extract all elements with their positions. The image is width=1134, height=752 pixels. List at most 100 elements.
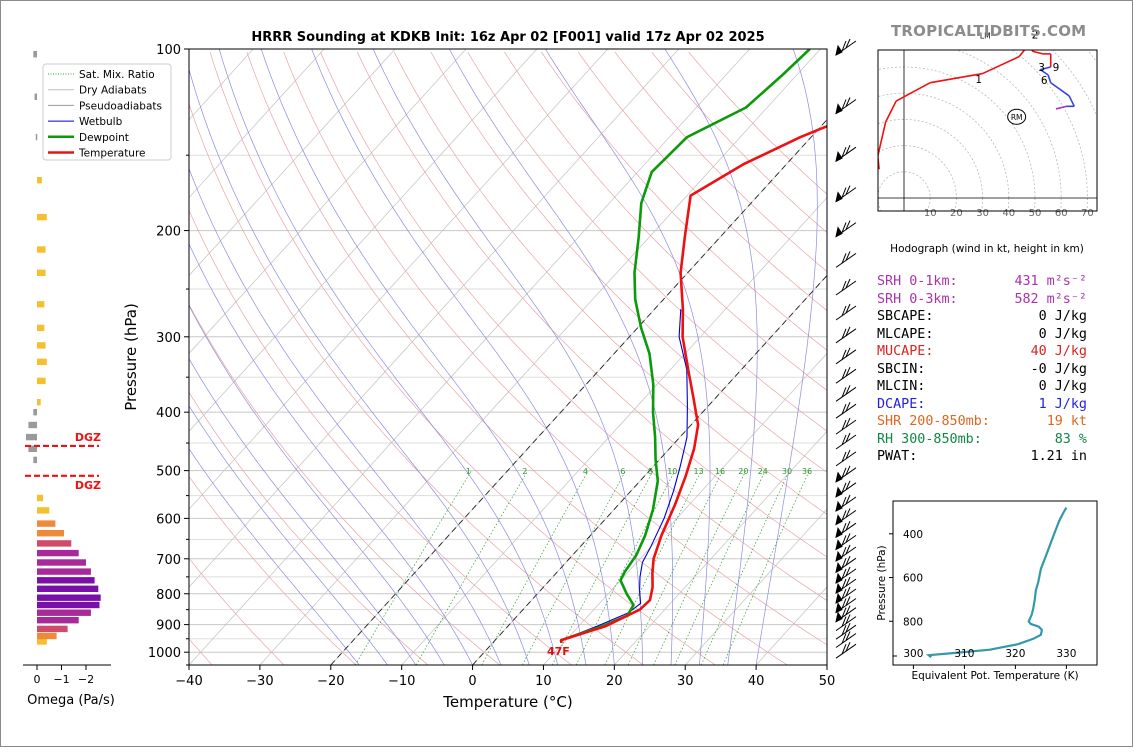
parameter-label: SHR 200-850mb: [877,413,990,431]
omega-bar [37,586,98,592]
theta-y-tick-label: 600 [903,573,923,585]
theta-y-axis-label: Pressure (hPa) [876,545,888,620]
storm-motion-label: RM [1011,113,1023,122]
chart-title: HRRR Sounding at KDKB Init: 16z Apr 02 [… [251,30,764,45]
wind-barb [836,508,856,524]
omega-bar [37,610,91,616]
parameter-label: SRH 0-3km: [877,291,958,309]
wind-barb [836,98,856,114]
mixing-ratio-line [416,471,527,665]
parameter-row: RH 300-850mb:83 % [877,431,1097,449]
parameter-label: RH 300-850mb: [877,431,982,449]
omega-bar [37,577,95,583]
legend-label: Dry Adiabats [79,85,147,97]
omega-x-axis-label: Omega (Pa/s) [27,693,115,708]
surface-temp-annotation: 47F [547,645,570,658]
parameter-row: SRH 0-3km:582 m²s⁻² [877,291,1097,309]
hodo-height-label: 1 [975,74,982,86]
mixing-ratio-label: 16 [715,467,725,476]
omega-bar [28,422,37,428]
isotherm-gridline [1,49,41,665]
mixing-ratio-label: 13 [694,467,704,476]
hodo-trace-segment [1056,106,1066,109]
hodo-ring-label: 50 [1029,208,1042,219]
hodo-caption: Hodograph (wind in kt, height in km) [890,243,1084,255]
wind-barb [836,327,856,343]
x-tick-label: 30 [677,674,694,689]
omega-bar [37,177,42,183]
theta-frame [893,501,1097,665]
legend-label: Wetbulb [79,116,123,128]
dry-adiabat-line [173,52,643,665]
parameter-label: SRH 0-1km: [877,273,958,291]
mixing-ratio-line [654,471,746,665]
barb-pennant [836,515,842,524]
mixing-ratio-label: 4 [583,467,588,476]
hodo-trace-segment [1051,83,1069,96]
mixing-ratio-line [675,471,765,665]
omega-bar [37,342,46,348]
wetbulb-profile [561,309,687,643]
moist-adiabat-line [184,49,530,665]
wind-barb [836,221,856,237]
x-tick-label: −40 [175,674,202,689]
omega-bar [37,378,46,384]
y-tick-label: 500 [156,465,181,480]
moist-adiabat-line [261,49,586,665]
mixing-ratio-label: 10 [667,467,677,476]
wind-barb [836,385,856,401]
mixing-ratio-label: 24 [758,467,768,476]
mixing-ratio-label: 6 [620,467,625,476]
legend-label: Sat. Mix. Ratio [79,69,155,81]
omega-tick-label: 0 [34,673,41,686]
omega-bar [37,595,101,601]
x-tick-label: 40 [748,674,765,689]
omega-bar [36,134,38,140]
parameter-value: 40 J/kg [1031,343,1087,361]
omega-bar [37,301,44,307]
wind-barb [836,251,856,267]
x-tick-label: −10 [388,674,415,689]
barb-pennant [836,46,842,55]
theta-y-tick-label: 800 [903,616,923,628]
parameter-value: 1.21 in [1031,448,1087,466]
parameter-row: MUCAPE: 40 J/kg [877,343,1097,361]
barb-pennant [836,604,842,613]
hodo-trace-segment [1069,96,1074,106]
parameter-row: MLCIN:0 J/kg [877,378,1097,396]
skewt-frame [189,49,827,665]
mixing-ratio-line [552,471,653,665]
hodo-height-label: 6 [1041,75,1048,87]
parameter-row: SBCAPE:0 J/kg [877,308,1097,326]
omega-bar [37,325,44,331]
omega-bar [37,246,46,252]
barb-pennant [836,594,842,603]
omega-bar [37,550,79,556]
wind-barb [836,402,856,418]
hodo-trace-segment [886,101,896,122]
mixing-ratio-label: 8 [648,467,653,476]
hodo-trace-segment [878,122,886,156]
hodo-ring-label: 70 [1081,208,1094,219]
hodo-ring-label: 20 [950,208,963,219]
omega-bar [33,409,37,415]
barb-pennant [836,540,842,549]
moist-adiabat-line [756,49,817,665]
legend-label: Pseudoadiabats [79,100,162,112]
hodo-height-label: 3 [1038,62,1045,74]
wind-barb [836,145,856,161]
omega-bar [37,359,47,365]
wind-barb [836,418,856,434]
parameter-label: MUCAPE: [877,343,933,361]
moist-adiabat-line [665,49,757,665]
omega-tick-label: −2 [78,673,94,686]
wind-barb [836,39,856,55]
wind-barb [836,450,856,466]
y-tick-label: 900 [156,619,181,634]
barb-pennant [836,574,842,583]
y-tick-label: 200 [156,225,181,240]
omega-bar [37,617,79,623]
omega-bar [37,602,100,608]
parameter-value: 431 m²s⁻² [1014,273,1087,291]
